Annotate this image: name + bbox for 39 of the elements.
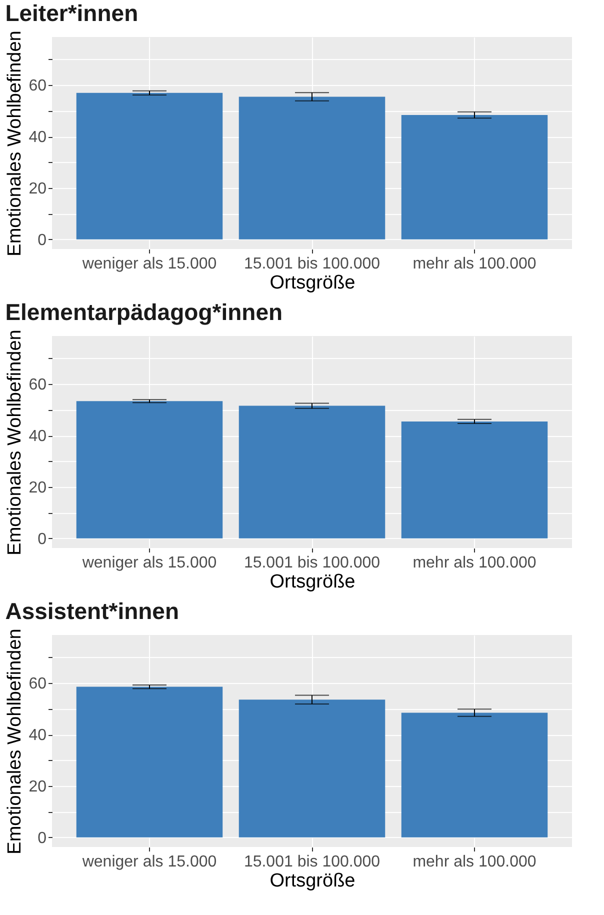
y-tick-label: 40 <box>28 727 47 744</box>
y-axis-title: Emotionales Wohlbefinden <box>4 330 26 556</box>
chart-title: Leiter*innen <box>5 0 138 26</box>
x-tick-label: weniger als 15.000 <box>81 256 217 272</box>
x-tick-label: weniger als 15.000 <box>81 554 217 572</box>
y-tick-label: 60 <box>28 78 47 95</box>
x-tick-label: 15.001 bis 100.000 <box>244 554 380 572</box>
bar <box>238 406 386 538</box>
y-tick-label: 0 <box>38 830 47 847</box>
y-axis-title: Emotionales Wohlbefinden <box>4 30 26 256</box>
bar <box>76 686 223 838</box>
y-axis-title: Emotionales Wohlbefinden <box>4 628 26 854</box>
x-tick-label: mehr als 100.000 <box>412 554 536 572</box>
y-tick-label: 20 <box>28 180 47 198</box>
x-tick-label: 15.001 bis 100.000 <box>244 854 380 870</box>
y-tick-label: 0 <box>38 530 47 548</box>
bar <box>238 700 386 838</box>
y-tick-label: 40 <box>28 428 47 446</box>
x-tick-label: weniger als 15.000 <box>81 854 217 870</box>
bar <box>238 96 386 240</box>
x-axis-title: Ortsgröße <box>270 272 356 294</box>
x-tick-label: mehr als 100.000 <box>412 256 536 272</box>
bar <box>76 401 223 538</box>
chart-title: Elementarpädagog*innen <box>5 299 283 326</box>
chart-title: Assistent*innen <box>5 598 180 624</box>
bar <box>401 421 548 538</box>
x-axis-title: Ortsgröße <box>270 572 356 592</box>
y-tick-label: 40 <box>28 129 47 146</box>
y-tick-label: 20 <box>28 778 47 796</box>
y-tick-label: 60 <box>28 376 47 394</box>
bar <box>401 114 548 240</box>
y-tick-label: 60 <box>28 676 47 693</box>
bar <box>401 712 548 838</box>
x-axis-title: Ortsgröße <box>270 870 356 892</box>
x-tick-label: 15.001 bis 100.000 <box>244 256 380 272</box>
x-tick-label: mehr als 100.000 <box>412 854 536 870</box>
bar <box>76 92 223 240</box>
y-tick-label: 0 <box>38 232 47 249</box>
y-tick-label: 20 <box>28 479 47 496</box>
